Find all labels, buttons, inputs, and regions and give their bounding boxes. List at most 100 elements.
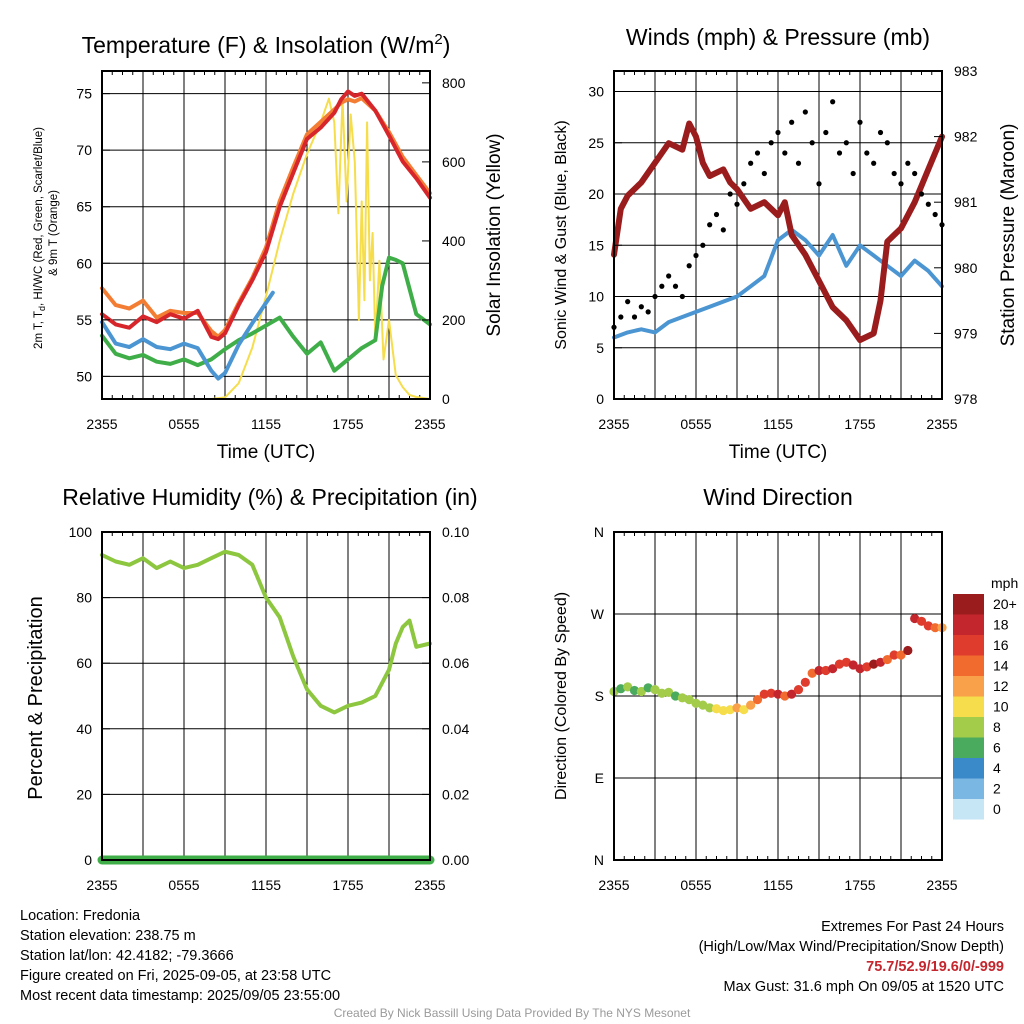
gust-point	[830, 99, 836, 105]
y-tick-label: 100	[69, 524, 93, 540]
gust-point	[638, 304, 644, 310]
plot-border	[101, 70, 431, 400]
direction-point	[896, 650, 906, 660]
colorbar-swatch	[953, 614, 984, 635]
x-tick-label: 2355	[86, 877, 117, 893]
direction-point	[636, 686, 646, 697]
y-tick-label: 40	[76, 721, 92, 737]
direction-point	[664, 687, 674, 697]
colorbar-unit-label: mph	[991, 575, 1018, 591]
gust-point	[748, 160, 754, 166]
gust-point	[912, 170, 918, 177]
y-tick-label: E	[595, 770, 604, 786]
y-right-tick-label: 0.10	[442, 524, 469, 540]
x-tick-label: 1155	[251, 416, 281, 432]
gust-point	[850, 170, 856, 177]
extremes-subtitle: (High/Low/Max Wind/Precipitation/Snow De…	[698, 939, 1004, 955]
x-axis-label: Time (UTC)	[217, 442, 316, 463]
x-tick-label: 1755	[332, 877, 363, 893]
series-line-td	[100, 255, 432, 373]
x-tick-label: 2355	[926, 877, 957, 893]
direction-point	[759, 689, 769, 699]
series-line-station-pressure	[611, 120, 945, 343]
series-line-hi-wc	[100, 290, 275, 381]
chart-title: Relative Humidity (%) & Precipitation (i…	[62, 484, 477, 510]
y-tick-label: W	[591, 606, 605, 622]
y-axis-label: Percent & Precipitation	[25, 596, 47, 799]
x-tick-label: 1155	[763, 416, 793, 432]
x-tick-label: 2355	[86, 416, 117, 432]
colorbar-label: 0	[993, 801, 1001, 817]
gust-point	[618, 314, 624, 320]
y-axis-label-part: , HI/WC (Red, Green, Scarlet/Blue)	[33, 127, 45, 306]
gust-point	[898, 181, 904, 187]
gust-point	[871, 160, 877, 166]
direction-point	[787, 689, 797, 699]
y-right-tick-label: 980	[954, 260, 978, 276]
colorbar-label: 8	[993, 719, 1001, 735]
x-tick-label: 2355	[414, 877, 445, 893]
y-right-tick-label: 981	[954, 194, 978, 210]
gust-point	[809, 140, 815, 146]
station-info: Location: Fredonia Station elevation: 23…	[20, 906, 340, 1006]
gust-point	[843, 140, 849, 146]
y-tick-label: 25	[588, 135, 604, 151]
direction-point	[629, 685, 640, 696]
gust-point	[625, 299, 631, 305]
series-line-2m-t	[100, 89, 432, 342]
y-right-tick-label: 982	[954, 129, 978, 145]
gust-point	[795, 160, 802, 166]
y-tick-label: N	[594, 852, 604, 868]
recent-data-text: Most recent data timestamp: 2025/09/05 2…	[20, 988, 341, 1004]
max-gust-text: Max Gust: 31.6 mph On 09/05 at 1520 UTC	[723, 979, 1004, 995]
chart-title: Wind Direction	[703, 484, 853, 510]
y-right-tick-label: 800	[442, 75, 466, 91]
y-axis-label-subscript: d	[37, 306, 47, 311]
y-tick-label: S	[595, 688, 604, 704]
gust-point	[686, 263, 692, 269]
x-tick-label: 2355	[598, 416, 629, 432]
gust-point	[679, 293, 685, 300]
created-text: Figure created on Fri, 2025-09-05, at 23…	[20, 968, 332, 984]
colorbar-swatch	[953, 594, 984, 615]
y-right-tick-label: 978	[954, 391, 978, 407]
plot-border	[101, 531, 431, 861]
colorbar-swatch	[953, 655, 984, 676]
direction-point	[916, 616, 927, 626]
gust-point	[727, 191, 733, 197]
direction-point	[800, 677, 810, 687]
direction-point	[766, 688, 776, 698]
gust-point	[905, 160, 911, 166]
x-tick-label: 1755	[844, 877, 875, 893]
colorbar-swatch	[953, 717, 984, 738]
gust-point	[782, 150, 788, 156]
x-axis-label: Time (UTC)	[729, 442, 828, 463]
colorbar-swatch	[953, 758, 984, 779]
y-tick-label: 60	[76, 655, 92, 671]
direction-point	[848, 660, 858, 670]
x-tick-label: 2355	[598, 877, 629, 893]
chart-title-main: Temperature (F) & Insolation (W/m	[82, 32, 435, 58]
elevation-text: Station elevation: 238.75 m	[20, 928, 196, 944]
chart-title: Winds (mph) & Pressure (mb)	[626, 24, 930, 50]
chart-title: Temperature (F) & Insolation (W/m2)	[82, 31, 451, 58]
chart-title-superscript: 2	[434, 31, 442, 48]
series-line-solar-insolation	[101, 97, 431, 400]
gust-point	[816, 181, 822, 187]
direction-point	[793, 685, 804, 695]
gust-point	[802, 109, 808, 115]
gust-point	[645, 309, 651, 315]
direction-point	[684, 695, 694, 705]
y-tick-label: 15	[588, 237, 604, 253]
gust-point	[631, 314, 638, 320]
colorbar-label: 18	[993, 617, 1009, 633]
y-axis-label-part: 2m T, T	[33, 311, 45, 349]
direction-point	[814, 665, 824, 676]
x-tick-label: 1155	[763, 877, 793, 893]
y-right-tick-label: 200	[442, 312, 466, 328]
y-right-axis-label: Solar Insolation (Yellow)	[484, 133, 505, 336]
y-tick-label: 65	[76, 199, 92, 215]
y-right-tick-label: 979	[954, 325, 978, 341]
gust-point	[918, 191, 925, 197]
y-tick-label: 5	[596, 340, 604, 356]
